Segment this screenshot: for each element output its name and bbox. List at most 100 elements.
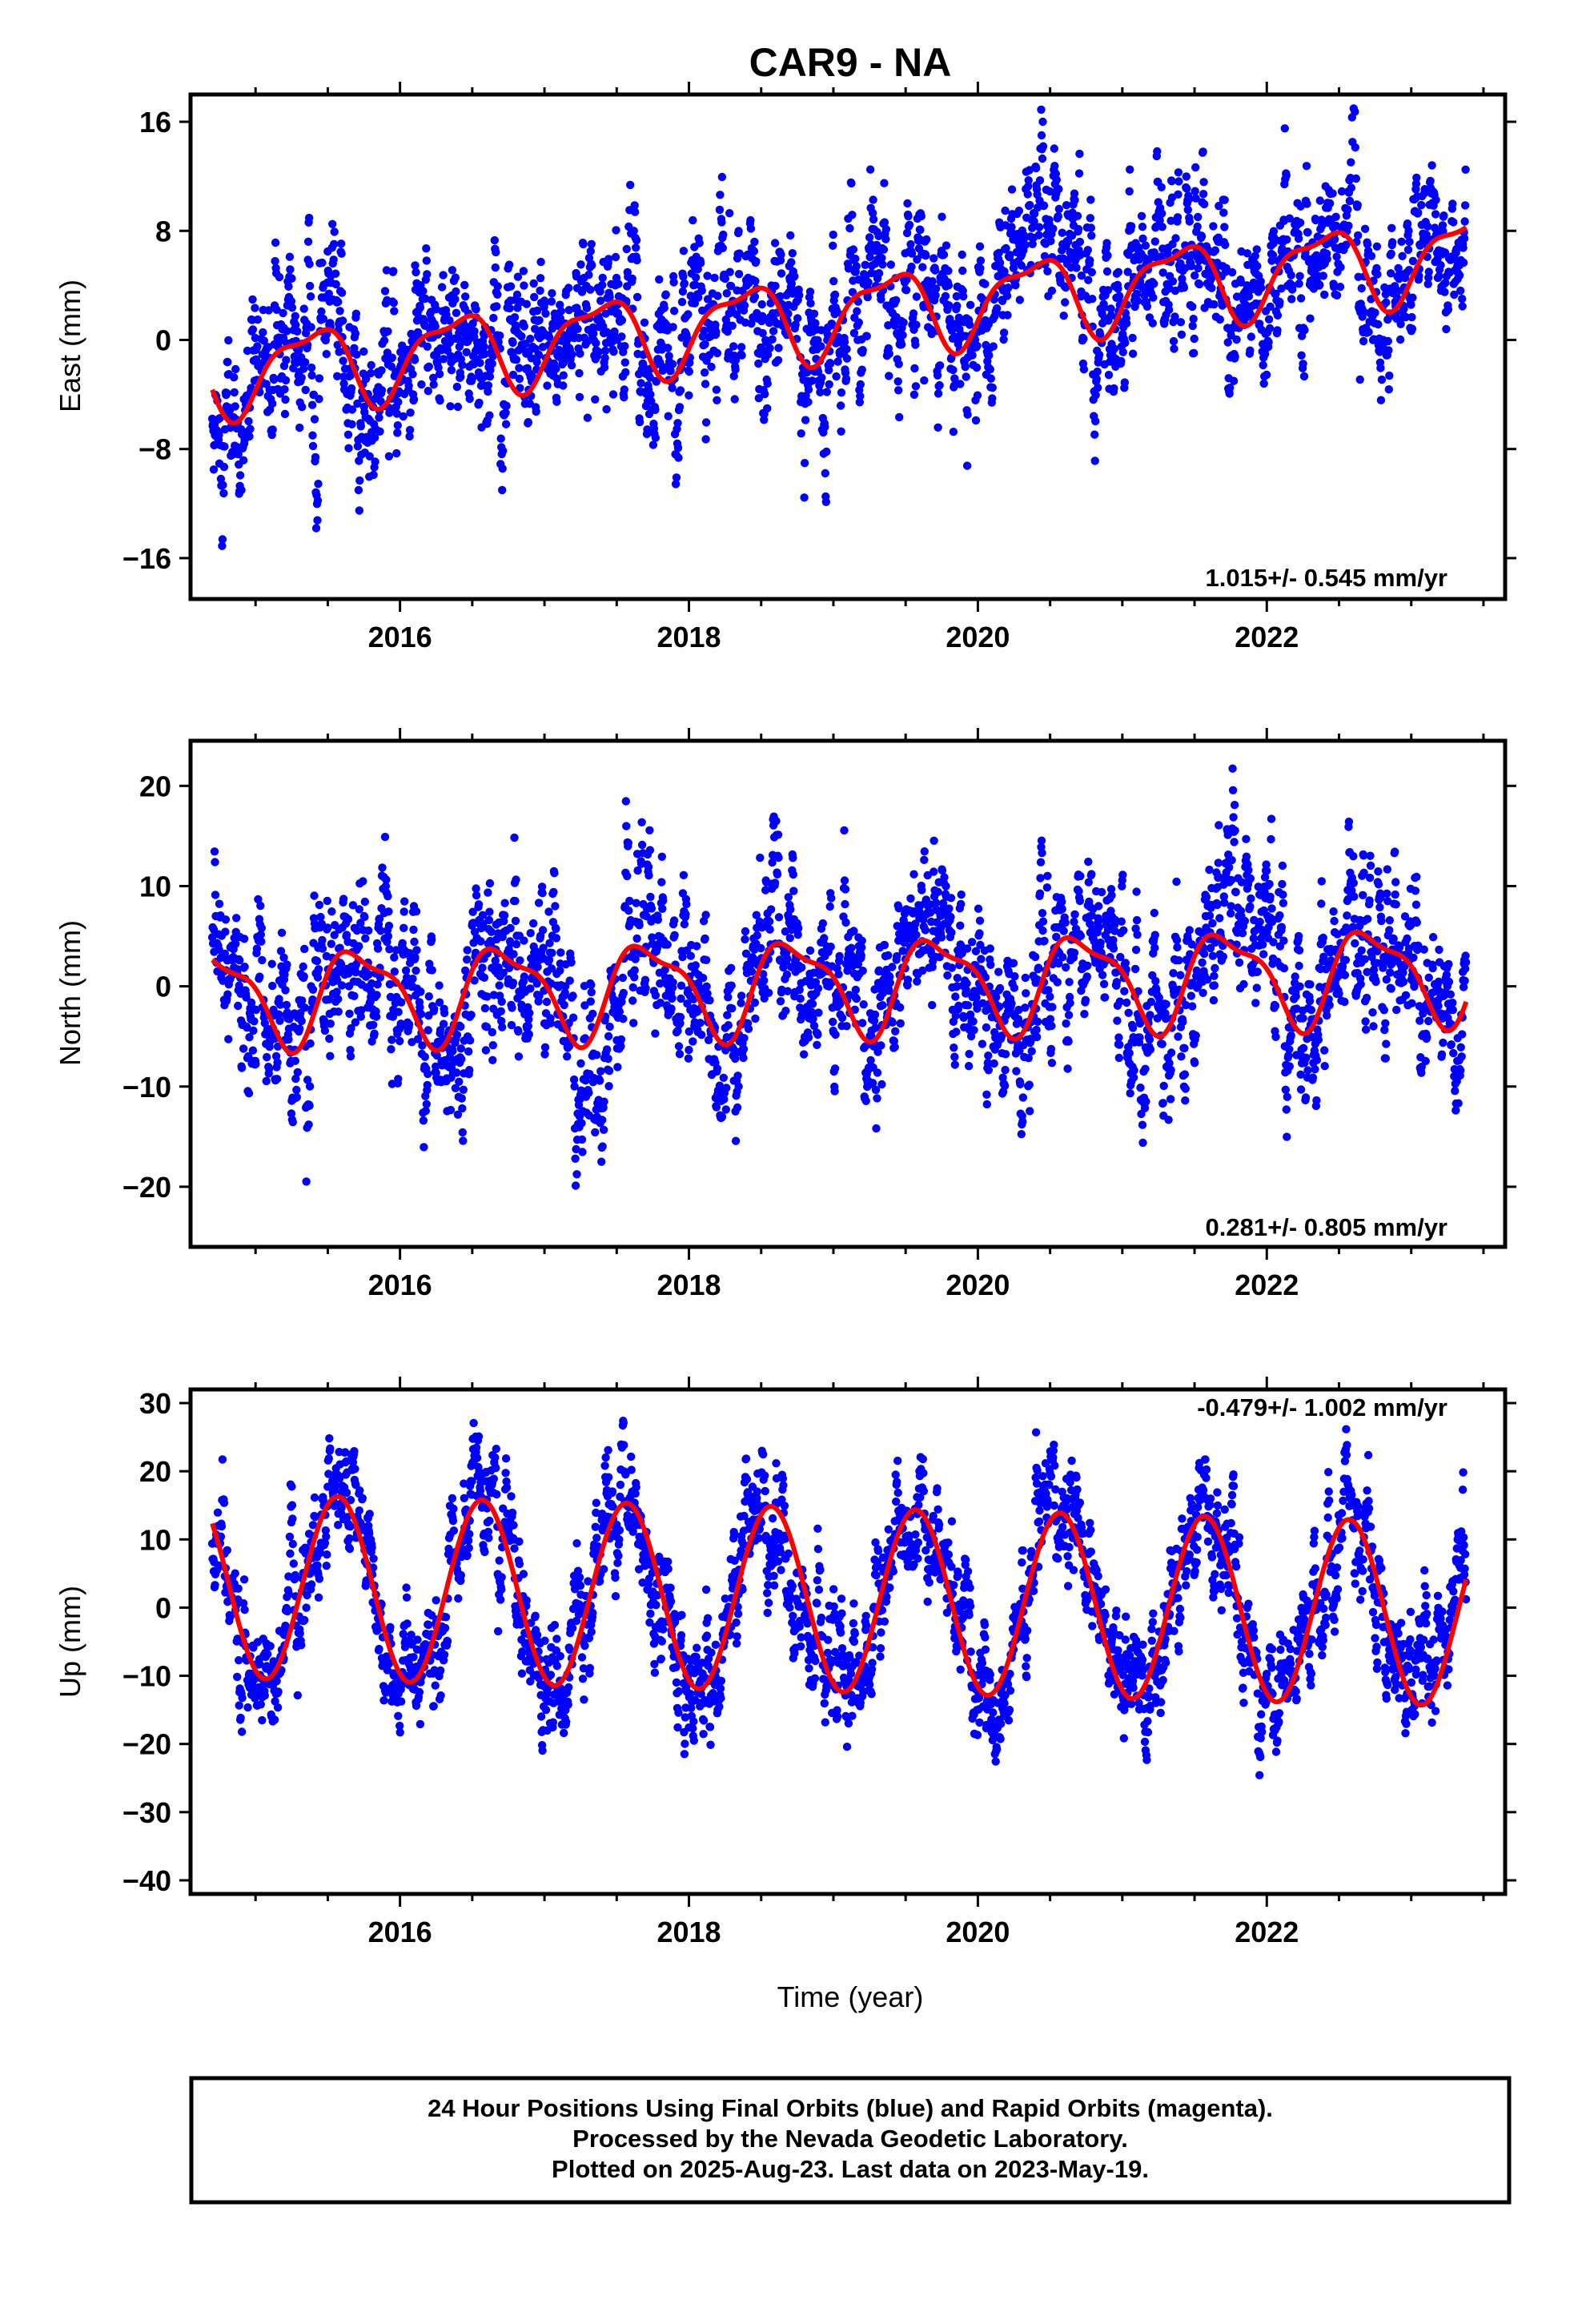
east-data-point [259, 328, 267, 337]
east-data-point [390, 307, 399, 316]
east-data-point [1094, 384, 1102, 392]
east-data-point [1318, 221, 1327, 230]
east-y-tick-label: 16 [139, 106, 171, 139]
north-data-point [542, 997, 552, 1007]
north-data-point [384, 907, 393, 916]
east-data-point [661, 290, 670, 299]
east-data-point [422, 256, 431, 265]
east-data-point [1231, 352, 1239, 361]
east-data-point [1363, 239, 1372, 249]
east-data-point [701, 418, 711, 427]
east-data-point [231, 402, 239, 411]
north-data-point [715, 1081, 725, 1090]
north-data-point [243, 1023, 251, 1032]
east-data-point [1440, 287, 1449, 296]
north-data-point [1000, 1081, 1010, 1091]
north-data-point [909, 907, 918, 916]
east-data-point [822, 447, 831, 456]
north-data-point [628, 996, 637, 1005]
east-data-point [335, 307, 344, 316]
east-data-point [869, 195, 877, 204]
east-data-point [801, 416, 810, 424]
east-data-point [856, 392, 865, 400]
east-data-point [1211, 246, 1220, 255]
north-data-point [685, 1045, 693, 1055]
east-data-point [1002, 292, 1012, 300]
east-data-point [315, 374, 324, 383]
chart-title: CAR9 - NA [749, 40, 952, 85]
east-data-point [231, 364, 240, 374]
north-data-point [576, 1059, 585, 1068]
north-data-point [448, 1047, 457, 1055]
north-data-point [656, 999, 665, 1007]
east-data-point [1229, 376, 1239, 385]
north-data-point [372, 991, 381, 999]
north-data-point [986, 960, 995, 970]
north-data-point [796, 994, 805, 1003]
north-data-point [965, 1049, 974, 1059]
east-data-point [1407, 312, 1416, 322]
north-data-point [539, 943, 548, 952]
east-data-point [941, 292, 950, 300]
east-data-point [881, 235, 890, 243]
east-data-point [821, 497, 831, 506]
east-data-point [303, 237, 313, 246]
north-data-point [857, 951, 865, 960]
east-data-point [1004, 283, 1013, 292]
east-data-point [1439, 211, 1448, 220]
east-data-point [874, 269, 884, 278]
north-data-point [1018, 1093, 1028, 1102]
north-data-point [292, 1092, 301, 1102]
east-data-point [490, 235, 499, 245]
east-data-point [1335, 283, 1345, 292]
north-data-point [428, 935, 436, 944]
east-data-point [1174, 190, 1182, 199]
east-data-point [269, 375, 279, 384]
north-data-point [805, 946, 815, 955]
north-data-point [359, 877, 367, 886]
north-data-point [727, 963, 736, 973]
east-data-point [493, 290, 502, 299]
north-data-point [524, 1022, 532, 1031]
north-data-point [772, 816, 781, 826]
north-data-point [670, 931, 679, 940]
east-data-point [219, 480, 227, 489]
east-data-point [829, 230, 837, 239]
east-data-point [961, 362, 970, 372]
north-data-point [552, 924, 560, 934]
north-data-point [371, 1012, 381, 1021]
north-data-point [765, 925, 774, 934]
north-data-point [544, 907, 553, 916]
north-data-point [488, 1055, 497, 1065]
east-data-point [1158, 209, 1166, 218]
east-data-point [1373, 270, 1382, 279]
north-data-point [334, 1007, 343, 1016]
east-data-point [308, 431, 317, 440]
east-data-point [315, 395, 323, 404]
north-data-point [703, 989, 712, 999]
east-data-point [1398, 251, 1407, 260]
east-data-point [671, 480, 681, 489]
east-data-point [1102, 267, 1112, 276]
east-data-point [1357, 283, 1366, 293]
east-data-point [1047, 286, 1057, 296]
north-data-point [963, 1001, 973, 1010]
east-data-point [776, 292, 785, 301]
north-data-point [765, 917, 774, 926]
north-data-point [489, 1004, 498, 1013]
north-data-point [456, 1044, 465, 1053]
east-data-point [837, 388, 846, 397]
north-data-point [351, 1018, 360, 1027]
east-data-point [849, 245, 858, 254]
east-data-point [669, 323, 677, 332]
north-data-point [946, 894, 956, 903]
east-data-point [410, 356, 420, 364]
north-data-point [568, 1013, 578, 1022]
north-data-point [1046, 992, 1054, 1001]
north-data-point [494, 963, 503, 972]
north-data-point [1022, 989, 1030, 998]
east-data-point [902, 275, 911, 284]
east-data-point [608, 390, 618, 399]
north-data-point [685, 1027, 693, 1036]
north-data-point [741, 927, 750, 936]
